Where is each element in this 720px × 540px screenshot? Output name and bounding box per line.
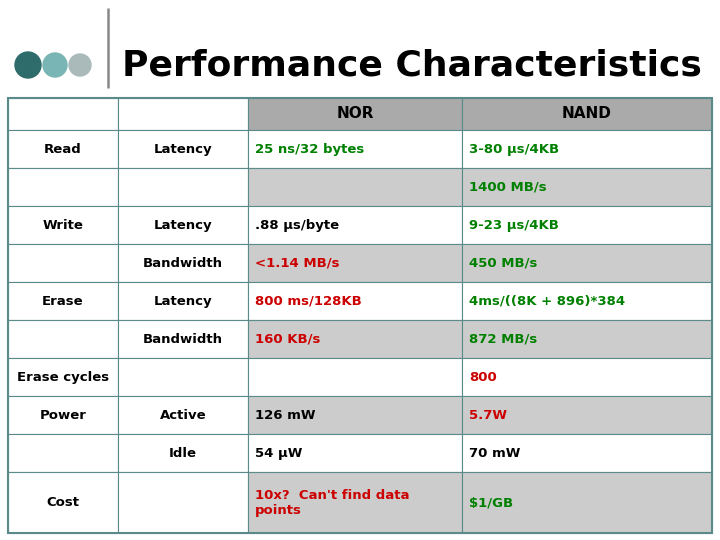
Text: 25 ns/32 bytes: 25 ns/32 bytes	[255, 143, 364, 156]
Bar	[118, 358, 248, 396]
Text: 126 mW: 126 mW	[255, 409, 315, 422]
Text: Latency: Latency	[153, 143, 212, 156]
Bar	[8, 98, 118, 130]
Text: Read: Read	[44, 143, 82, 156]
Bar	[8, 472, 118, 533]
Bar	[248, 472, 462, 533]
Text: .88 μs/byte: .88 μs/byte	[255, 219, 339, 232]
Text: Latency: Latency	[153, 295, 212, 308]
Bar	[8, 206, 118, 244]
Bar	[8, 282, 118, 320]
Text: Power: Power	[40, 409, 86, 422]
Bar	[118, 130, 248, 168]
Bar	[462, 320, 712, 358]
Bar	[462, 168, 712, 206]
Circle shape	[69, 54, 91, 76]
Bar	[8, 434, 118, 472]
Text: Erase cycles: Erase cycles	[17, 370, 109, 383]
Bar	[462, 434, 712, 472]
Bar	[8, 244, 118, 282]
Text: Active: Active	[160, 409, 207, 422]
Text: 1400 MB/s: 1400 MB/s	[469, 180, 546, 193]
Text: 872 MB/s: 872 MB/s	[469, 333, 537, 346]
Text: 4ms/((8K + 896)*384: 4ms/((8K + 896)*384	[469, 295, 625, 308]
Text: Performance Characteristics: Performance Characteristics	[122, 48, 702, 82]
Bar	[118, 206, 248, 244]
Bar	[248, 244, 462, 282]
Bar	[248, 206, 462, 244]
Text: $1/GB: $1/GB	[469, 496, 513, 509]
Bar	[118, 320, 248, 358]
Bar	[248, 130, 462, 168]
Text: 10x?  Can't find data
points: 10x? Can't find data points	[255, 489, 410, 517]
Bar	[8, 130, 118, 168]
Text: Idle: Idle	[169, 447, 197, 460]
Bar	[8, 396, 118, 434]
Bar	[118, 168, 248, 206]
Text: 800: 800	[469, 370, 497, 383]
Circle shape	[43, 53, 67, 77]
Text: Bandwidth: Bandwidth	[143, 333, 223, 346]
Bar	[462, 206, 712, 244]
Bar	[8, 358, 118, 396]
Bar	[462, 472, 712, 533]
Bar	[118, 434, 248, 472]
Bar	[248, 434, 462, 472]
Text: 160 KB/s: 160 KB/s	[255, 333, 320, 346]
Bar	[248, 282, 462, 320]
Bar	[462, 358, 712, 396]
Text: Write: Write	[42, 219, 84, 232]
Bar	[248, 396, 462, 434]
Text: 70 mW: 70 mW	[469, 447, 521, 460]
Bar	[462, 282, 712, 320]
Text: 3-80 μs/4KB: 3-80 μs/4KB	[469, 143, 559, 156]
Bar	[462, 98, 712, 130]
Text: <1.14 MB/s: <1.14 MB/s	[255, 256, 340, 269]
Bar	[462, 396, 712, 434]
Bar	[118, 98, 248, 130]
Bar	[8, 320, 118, 358]
Bar	[462, 244, 712, 282]
Bar	[462, 130, 712, 168]
Bar	[118, 282, 248, 320]
Text: 5.7W: 5.7W	[469, 409, 507, 422]
Bar	[248, 168, 462, 206]
Text: 450 MB/s: 450 MB/s	[469, 256, 537, 269]
Circle shape	[15, 52, 41, 78]
Bar	[118, 396, 248, 434]
Text: Erase: Erase	[42, 295, 84, 308]
Bar	[8, 168, 118, 206]
Text: Cost: Cost	[47, 496, 79, 509]
Bar	[248, 98, 462, 130]
Bar	[248, 320, 462, 358]
Text: NAND: NAND	[562, 106, 612, 122]
Text: 800 ms/128KB: 800 ms/128KB	[255, 295, 361, 308]
Text: NOR: NOR	[336, 106, 374, 122]
Bar	[8, 98, 712, 533]
Bar	[118, 244, 248, 282]
Bar	[248, 358, 462, 396]
Bar	[118, 472, 248, 533]
Text: Latency: Latency	[153, 219, 212, 232]
Text: 9-23 μs/4KB: 9-23 μs/4KB	[469, 219, 559, 232]
Text: Bandwidth: Bandwidth	[143, 256, 223, 269]
Text: 54 μW: 54 μW	[255, 447, 302, 460]
